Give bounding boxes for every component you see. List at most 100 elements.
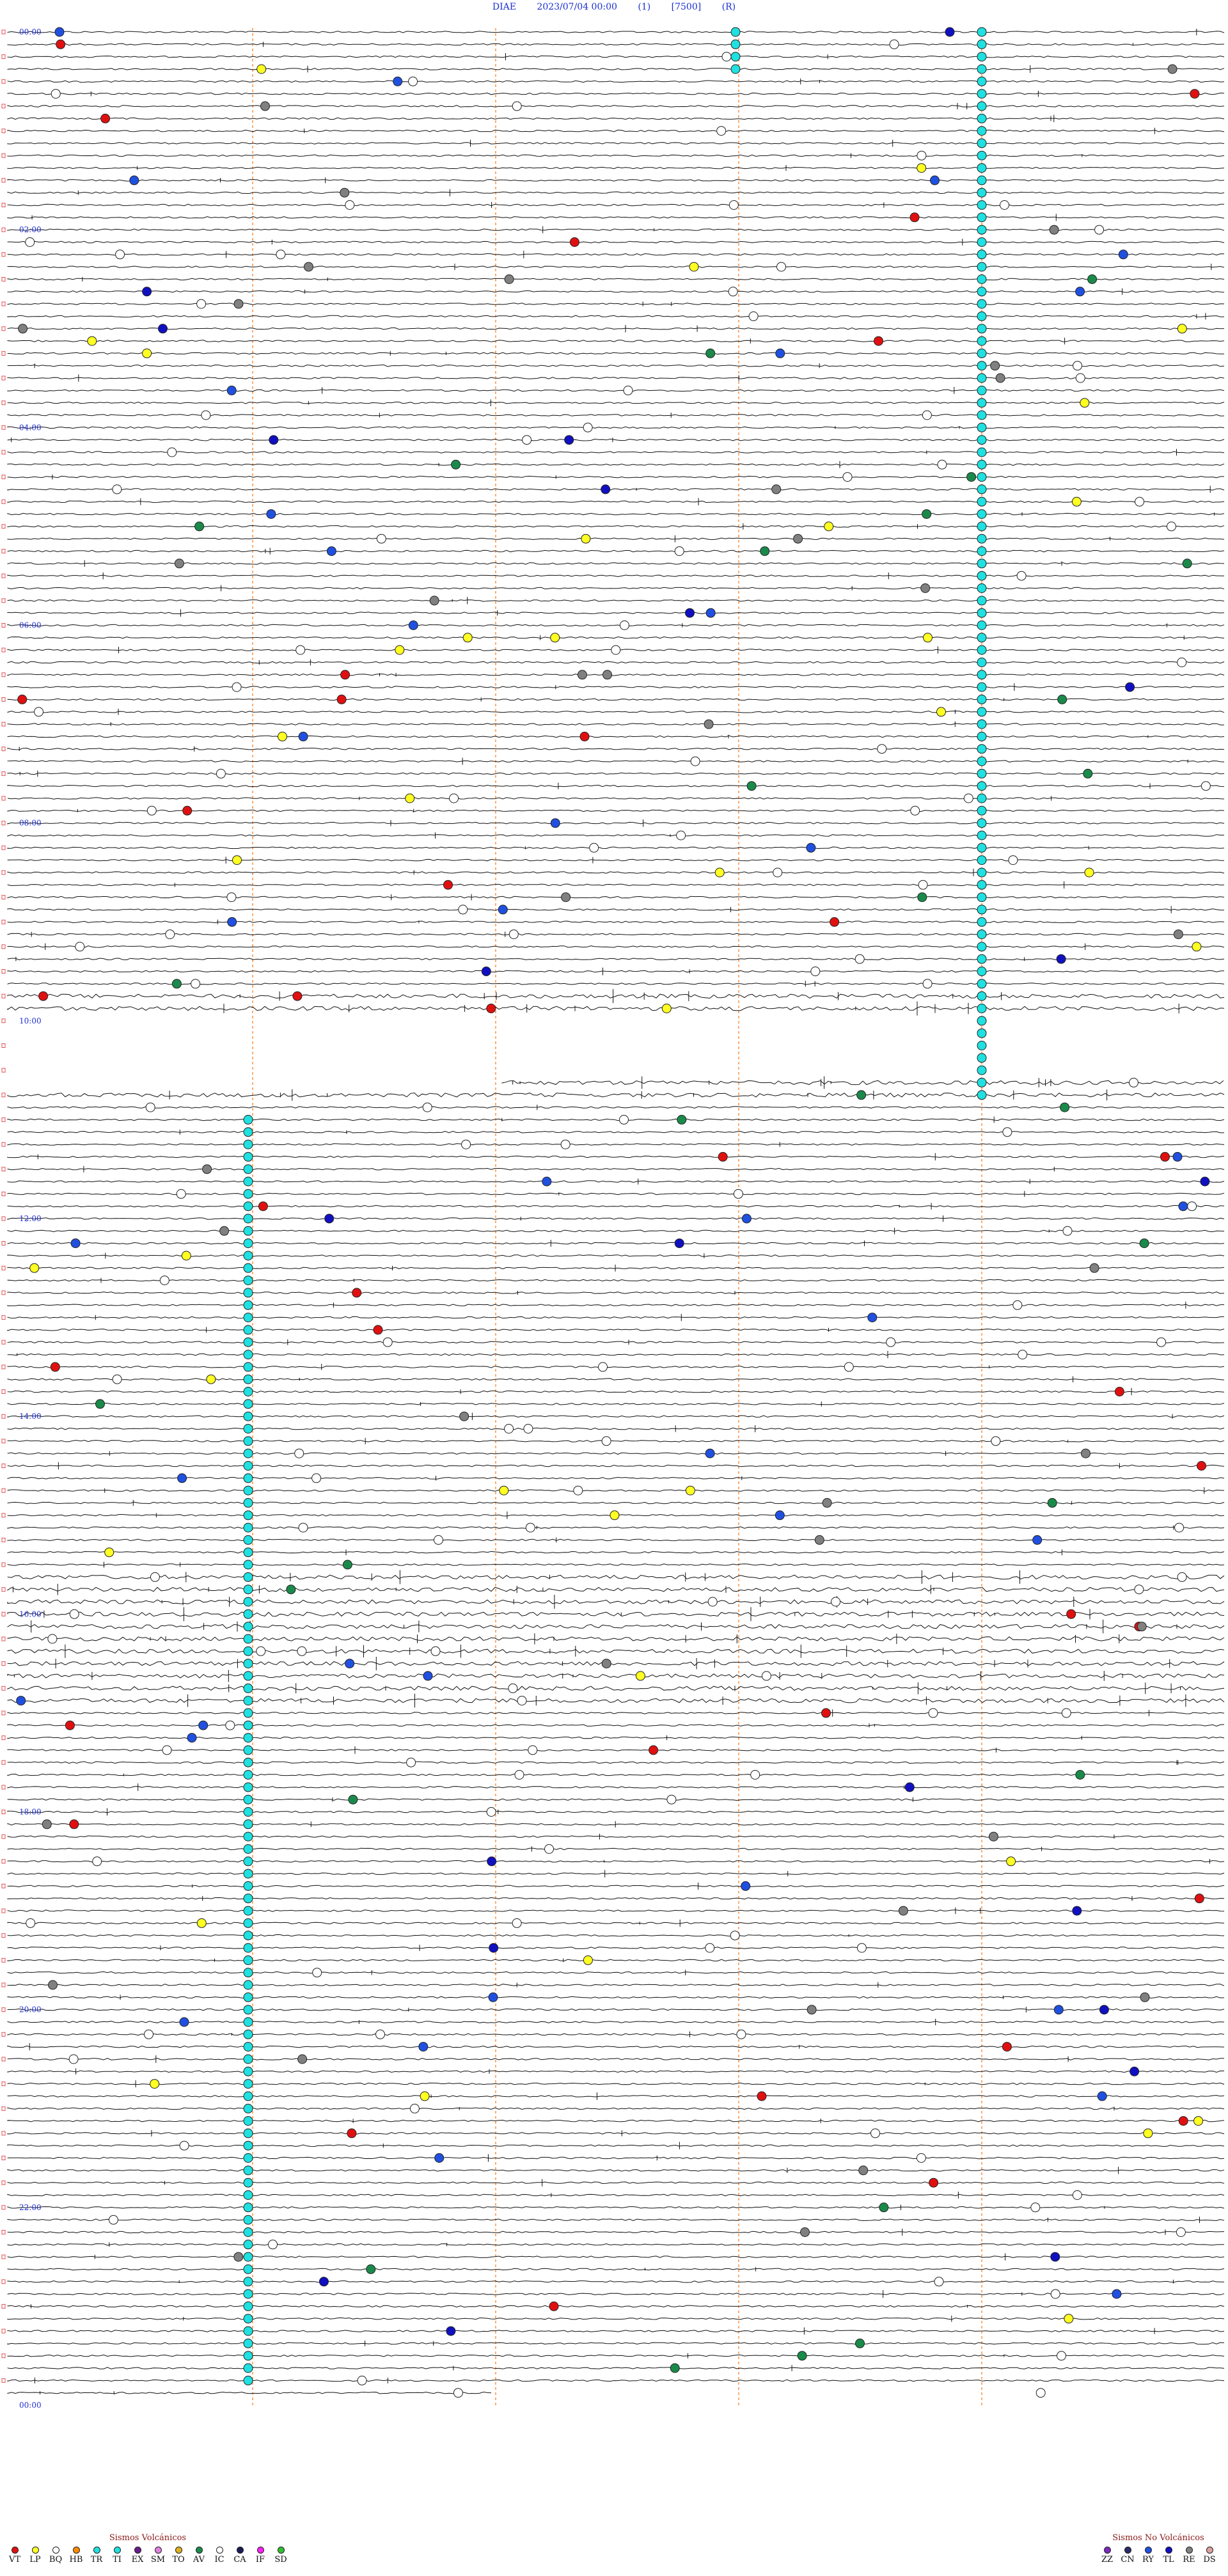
event-marker-re bbox=[297, 2054, 308, 2064]
event-marker-lp bbox=[685, 1485, 695, 1496]
event-marker-tl bbox=[1099, 2005, 1109, 2015]
event-marker-tr bbox=[243, 1683, 253, 1693]
event-marker-tr bbox=[977, 509, 987, 519]
event-marker-tr bbox=[977, 163, 987, 173]
row-marker bbox=[1, 993, 6, 999]
event-marker-tr bbox=[977, 361, 987, 371]
event-marker-tr bbox=[243, 2289, 253, 2299]
event-marker-tr bbox=[977, 682, 987, 692]
event-marker-vt bbox=[17, 694, 28, 704]
record-datetime: 2023/07/04 00:00 bbox=[537, 2, 617, 12]
event-marker-tr bbox=[977, 596, 987, 606]
legend-dot-icon bbox=[256, 2547, 264, 2554]
legend-item-vt: VT bbox=[6, 2547, 23, 2564]
event-marker-tr bbox=[977, 39, 987, 49]
trace-line bbox=[7, 1180, 1225, 1183]
trace-line bbox=[7, 1402, 1225, 1405]
event-marker-bq bbox=[844, 1362, 854, 1372]
event-marker-bq bbox=[831, 1597, 841, 1607]
row-marker bbox=[1, 2353, 6, 2359]
event-marker-vt bbox=[38, 991, 49, 1001]
event-marker-tl bbox=[904, 1782, 915, 1792]
event-marker-tr bbox=[977, 892, 987, 903]
legend-item-ic: IC bbox=[211, 2547, 228, 2564]
event-marker-tr bbox=[243, 1584, 253, 1595]
event-marker-tr bbox=[977, 781, 987, 791]
trace-line bbox=[7, 2280, 1225, 2283]
event-marker-re bbox=[822, 1497, 832, 1508]
event-marker-tr bbox=[977, 422, 987, 432]
trace-line bbox=[7, 2193, 1225, 2197]
event-marker-bq bbox=[165, 929, 175, 940]
legend-code: SD bbox=[274, 2555, 287, 2564]
trace-line bbox=[7, 896, 1225, 899]
row-marker bbox=[1, 598, 6, 603]
event-marker-re bbox=[219, 1226, 230, 1236]
row-marker bbox=[1, 2032, 6, 2037]
trace-line bbox=[7, 760, 1225, 763]
row-marker bbox=[1, 1191, 6, 1196]
legend-volcanic: Sismos Volcánicos VT LP BQ HB TR TI EX SM TO AV IC… bbox=[6, 2533, 289, 2564]
trace-line bbox=[7, 1217, 1225, 1220]
scale-label: [7500] bbox=[671, 2, 702, 12]
trace-line bbox=[7, 315, 1225, 318]
event-marker-re bbox=[42, 1819, 52, 1829]
trace-line bbox=[7, 2268, 1225, 2271]
event-marker-re bbox=[202, 1164, 212, 1174]
event-marker-ry bbox=[298, 731, 308, 741]
trace-line bbox=[7, 1599, 1225, 1604]
event-marker-bq bbox=[889, 39, 899, 49]
trace-line bbox=[7, 1329, 1225, 1331]
event-marker-bq bbox=[525, 1522, 535, 1533]
event-marker-tr bbox=[977, 991, 987, 1001]
event-marker-tr bbox=[243, 1411, 253, 1421]
event-marker-bq bbox=[1002, 1127, 1012, 1137]
row-marker bbox=[1, 499, 6, 504]
event-marker-bq bbox=[810, 967, 821, 976]
event-marker-ry bbox=[408, 620, 418, 630]
trace-line bbox=[7, 636, 1225, 639]
event-marker-tr bbox=[977, 905, 987, 915]
trace-line bbox=[7, 574, 1225, 578]
event-marker-ry bbox=[418, 2042, 429, 2052]
trace-line bbox=[7, 463, 1225, 466]
row-marker bbox=[1, 2106, 6, 2111]
row-marker bbox=[1, 1093, 6, 1098]
row-marker bbox=[1, 1241, 6, 1246]
legend-item-lp: LP bbox=[27, 2547, 43, 2564]
event-marker-bq bbox=[201, 410, 211, 420]
event-marker-tl bbox=[945, 27, 955, 37]
event-marker-bq bbox=[1177, 658, 1187, 667]
event-marker-re bbox=[1173, 929, 1183, 940]
trace-line bbox=[7, 1673, 1225, 1679]
legend-dot-icon bbox=[11, 2547, 19, 2554]
event-marker-av bbox=[366, 2264, 376, 2274]
trace-line bbox=[7, 1242, 1225, 1245]
legend-item-bq: BQ bbox=[47, 2547, 64, 2564]
event-marker-re bbox=[340, 187, 350, 198]
event-marker-lp bbox=[1192, 942, 1202, 952]
trace-line bbox=[7, 1378, 1225, 1381]
row-marker bbox=[1, 1414, 6, 1419]
time-label: 22:00 bbox=[19, 2203, 42, 2212]
event-marker-tr bbox=[243, 2091, 253, 2101]
event-marker-re bbox=[304, 262, 313, 272]
event-marker-tr bbox=[977, 744, 987, 754]
event-marker-tr bbox=[243, 1782, 253, 1792]
event-marker-lp bbox=[583, 1955, 593, 1965]
event-marker-bq bbox=[115, 249, 125, 260]
trace-line bbox=[7, 352, 1225, 355]
row-marker bbox=[1, 29, 6, 35]
event-marker-bq bbox=[886, 1337, 896, 1347]
event-marker-bq bbox=[458, 905, 468, 915]
event-marker-bq bbox=[461, 1139, 471, 1150]
event-marker-tr bbox=[977, 546, 987, 557]
legend-item-ca: CA bbox=[232, 2547, 248, 2564]
row-marker bbox=[1, 450, 6, 455]
event-marker-bq bbox=[1200, 781, 1211, 791]
row-marker bbox=[1, 475, 6, 480]
event-marker-bq bbox=[676, 830, 686, 841]
event-marker-bq bbox=[449, 793, 459, 803]
trace-line bbox=[7, 1118, 1225, 1121]
event-marker-re bbox=[174, 558, 184, 569]
